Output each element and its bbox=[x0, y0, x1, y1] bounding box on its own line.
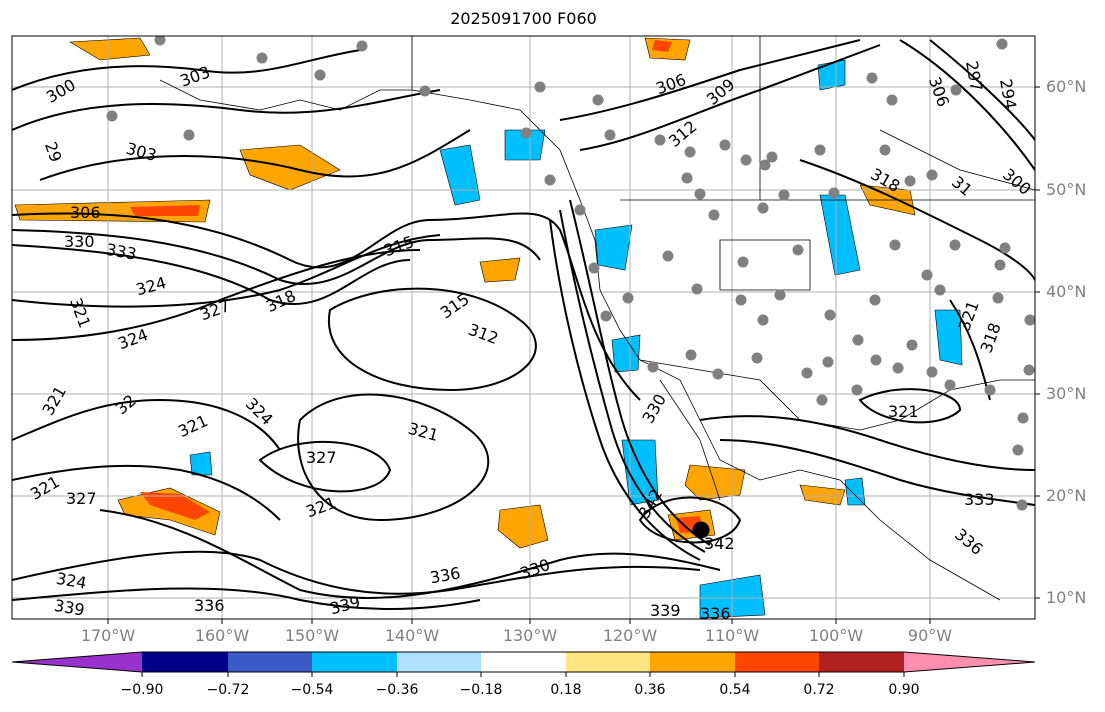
colorbar-tick-label: 0.36 bbox=[634, 682, 666, 698]
positive-shading bbox=[799, 484, 846, 506]
colorbar-segment bbox=[819, 652, 904, 672]
colorbar-segment bbox=[142, 652, 228, 672]
colorbar-tick-label: −0.90 bbox=[120, 682, 164, 698]
colorbar-max-extension bbox=[904, 652, 1035, 672]
negative-shading bbox=[844, 477, 866, 506]
axis-ticks bbox=[107, 86, 1040, 624]
positive-shading bbox=[684, 464, 746, 501]
longitude-label: 100°W bbox=[808, 626, 864, 645]
longitude-label: 120°W bbox=[602, 626, 658, 645]
latitude-label: 60°N bbox=[1046, 77, 1087, 96]
colorbar-segment bbox=[312, 652, 397, 672]
latitude-label: 40°N bbox=[1046, 282, 1087, 301]
contour-label: 321 bbox=[888, 402, 919, 421]
colorbar-tick-label: 0.72 bbox=[803, 682, 835, 698]
latitude-label: 30°N bbox=[1046, 384, 1087, 403]
negative-shading bbox=[621, 439, 659, 506]
contour-label: 339 bbox=[650, 601, 681, 620]
positive-shading bbox=[130, 205, 200, 216]
colorbar-min-extension bbox=[12, 652, 142, 672]
colorbar-tick-label: −0.72 bbox=[206, 682, 250, 698]
colorbar-tick-label: −0.36 bbox=[375, 682, 419, 698]
contour-label: 336 bbox=[194, 596, 225, 615]
colorbar-segment bbox=[228, 652, 312, 672]
contour-label: 327 bbox=[306, 448, 337, 467]
colorbar-segment bbox=[566, 652, 650, 672]
contour-label: 330 bbox=[64, 232, 95, 251]
colorbar bbox=[11, 651, 1036, 677]
positive-shading bbox=[69, 37, 151, 61]
negative-shading bbox=[504, 129, 546, 161]
coastlines bbox=[159, 36, 1035, 601]
latitude-label: 50°N bbox=[1046, 180, 1087, 199]
longitude-label: 160°W bbox=[194, 626, 250, 645]
colorbar-segment bbox=[397, 652, 481, 672]
contour-label: 339 bbox=[53, 596, 86, 620]
colorbar-tick-label: 0.54 bbox=[719, 682, 751, 698]
negative-shading bbox=[189, 451, 213, 476]
colorbar-tick-label: 0.90 bbox=[888, 682, 920, 698]
latitude-label: 10°N bbox=[1046, 588, 1087, 607]
page-title: 2025091700 F060 bbox=[450, 9, 597, 28]
negative-shading bbox=[611, 334, 641, 373]
map-frame bbox=[11, 35, 1036, 620]
positive-shading bbox=[140, 492, 210, 520]
negative-shading bbox=[934, 309, 963, 366]
station-dots bbox=[106, 36, 1035, 511]
colorbar-tick-label: −0.18 bbox=[459, 682, 503, 698]
negative-shading bbox=[594, 224, 633, 271]
positive-shading bbox=[479, 257, 521, 283]
colorbar-segment bbox=[481, 652, 566, 672]
longitude-label: 110°W bbox=[704, 626, 760, 645]
colorbar-segment bbox=[735, 652, 819, 672]
contours bbox=[12, 39, 1035, 610]
colorbar-tick-label: 0.18 bbox=[550, 682, 582, 698]
longitude-label: 150°W bbox=[284, 626, 340, 645]
contour-label: 336 bbox=[700, 604, 731, 623]
longitude-label: 90°W bbox=[907, 626, 953, 645]
colorbar-segment bbox=[650, 652, 735, 672]
latitude-label: 20°N bbox=[1046, 486, 1087, 505]
contour-label: 306 bbox=[70, 203, 101, 222]
longitude-label: 170°W bbox=[80, 626, 136, 645]
colorbar-tick-label: −0.54 bbox=[290, 682, 334, 698]
negative-shading bbox=[817, 59, 846, 91]
contour-label: 327 bbox=[66, 489, 97, 508]
positive-shading bbox=[497, 504, 549, 549]
contour-label: 342 bbox=[704, 534, 735, 553]
storm-center-marker bbox=[692, 521, 710, 539]
longitude-label: 140°W bbox=[384, 626, 440, 645]
longitude-label: 130°W bbox=[502, 626, 558, 645]
positive-shading bbox=[652, 40, 672, 52]
contour-label: 333 bbox=[964, 490, 995, 509]
